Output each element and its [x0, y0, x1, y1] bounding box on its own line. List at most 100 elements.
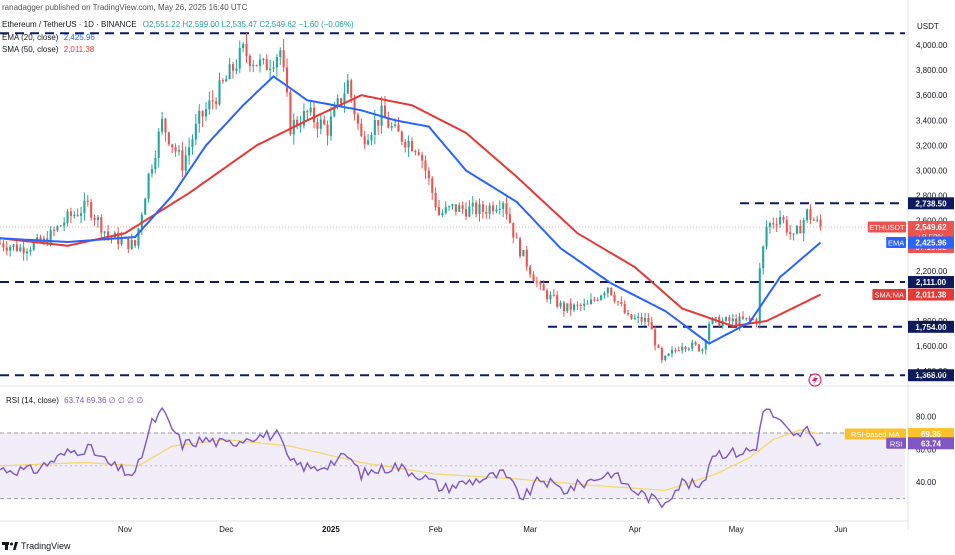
- ema-value-label: 2,425.96: [915, 239, 947, 248]
- candle-body: [546, 290, 549, 300]
- candle-body: [25, 251, 29, 254]
- candle-body: [741, 316, 744, 319]
- candle-body: [363, 136, 366, 145]
- currency-label: USDT: [917, 22, 939, 31]
- candle-body: [255, 64, 258, 66]
- candle-body: [272, 67, 275, 69]
- candle-body: [282, 50, 285, 68]
- x-tick-label: Feb: [429, 525, 443, 534]
- rsi-value-bg: [908, 437, 954, 450]
- candle-body: [434, 192, 437, 208]
- level-tag-bg: [908, 320, 954, 333]
- candle-body: [542, 284, 545, 291]
- candle-body: [329, 116, 332, 136]
- candle-body: [167, 132, 170, 145]
- candle-body: [437, 207, 441, 215]
- candle-body: [73, 214, 76, 217]
- candle-body: [552, 294, 555, 296]
- candle-body: [0, 243, 2, 245]
- candle-body: [458, 205, 461, 212]
- candle-body: [289, 92, 292, 135]
- candle-body: [83, 200, 86, 214]
- candle-body: [184, 155, 187, 171]
- x-tick-label: 2025: [322, 525, 340, 534]
- candle-body: [360, 123, 363, 137]
- candle-body: [340, 98, 343, 104]
- candle-body: [12, 244, 15, 247]
- candle-body: [191, 139, 194, 148]
- candle-body: [758, 268, 761, 324]
- candle-body: [627, 313, 630, 315]
- candle-body: [684, 346, 687, 349]
- candle-body: [525, 250, 528, 267]
- candle-body: [670, 350, 674, 354]
- candle-body: [448, 206, 451, 208]
- candle-body: [643, 318, 647, 322]
- candle-body: [404, 141, 407, 148]
- horizontal-levels: 2,738.50 2,111.00 1,754.00 1,368.00: [0, 32, 954, 382]
- candle-body: [569, 303, 572, 310]
- candle-body: [488, 205, 491, 214]
- candle-body: [701, 349, 704, 352]
- candle-body: [610, 287, 613, 296]
- candle-body: [96, 217, 99, 220]
- rsi-pane: 80.00 60.00 40.00: [0, 406, 937, 509]
- candle-body: [248, 55, 251, 66]
- candle-body: [751, 319, 755, 321]
- candle-body: [238, 48, 241, 69]
- candle-body: [431, 178, 434, 193]
- candle-body: [765, 226, 768, 247]
- candle-body: [154, 157, 157, 170]
- candle-body: [535, 281, 538, 283]
- candle-body: [812, 219, 815, 221]
- candle-body: [211, 100, 214, 102]
- candle-body: [522, 250, 525, 257]
- candle-body: [654, 329, 657, 346]
- rsi-tick-label: 60.00: [916, 445, 937, 454]
- y-tick-label: 4,000.00: [916, 41, 948, 50]
- candle-body: [630, 314, 633, 320]
- sma-legend[interactable]: SMA (50, close) 2,011.38: [2, 45, 94, 55]
- candle-body: [377, 120, 380, 126]
- candle-body: [235, 68, 238, 71]
- candle-body: [600, 295, 603, 300]
- candle-body: [704, 340, 707, 350]
- candle-body: [269, 68, 272, 71]
- candle-body: [606, 287, 609, 294]
- candle-body: [221, 80, 224, 82]
- candle-body: [215, 101, 218, 105]
- candle-body: [130, 240, 133, 249]
- y-tick-label: 1,600.00: [916, 342, 948, 351]
- ema-20-line: [0, 75, 822, 345]
- candle-body: [512, 222, 515, 238]
- candle-body: [792, 233, 795, 235]
- rsi-legend[interactable]: RSI (14, close) 63.74 69.36 ∅ ∅ ∅ ∅: [6, 396, 143, 406]
- candle-body: [728, 317, 731, 322]
- candle-body: [90, 201, 93, 218]
- candle-body: [204, 109, 208, 117]
- candle-body: [76, 214, 79, 216]
- rsi-value-label: 63.74: [921, 439, 942, 448]
- rsi-ma-tag-label: RSI-based MA: [851, 430, 900, 439]
- candle-body: [367, 140, 370, 145]
- candle-body: [613, 295, 616, 302]
- candle-body: [302, 110, 305, 126]
- candle-body: [724, 317, 728, 321]
- candle-body: [816, 219, 819, 221]
- tradingview-footer[interactable]: TradingView: [2, 541, 71, 551]
- candle-body: [410, 140, 414, 152]
- candle-body: [539, 282, 542, 285]
- candle-body: [593, 299, 596, 301]
- y-tick-label: 3,200.00: [916, 141, 948, 150]
- candle-body: [316, 122, 319, 129]
- symbol-title[interactable]: Ethereum / TetherUS · 1D · BINANCE: [2, 20, 137, 29]
- y-tick-label: 3,000.00: [916, 167, 948, 176]
- candle-body: [650, 322, 653, 330]
- x-tick-label: Mar: [523, 525, 537, 534]
- candle-body: [157, 131, 160, 158]
- candle-body: [515, 237, 518, 239]
- candle-body: [549, 294, 552, 300]
- candle-body: [573, 304, 576, 310]
- ema-legend[interactable]: EMA (20, close) 2,425.96: [2, 33, 95, 43]
